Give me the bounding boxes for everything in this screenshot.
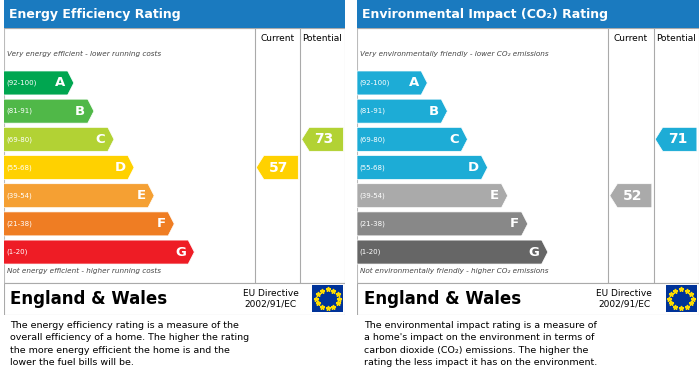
Text: Current: Current bbox=[614, 34, 648, 43]
Text: C: C bbox=[96, 133, 106, 146]
Text: (81-91): (81-91) bbox=[6, 108, 32, 115]
Text: G: G bbox=[528, 246, 539, 258]
Polygon shape bbox=[4, 156, 134, 179]
Text: (39-54): (39-54) bbox=[360, 192, 386, 199]
Text: (21-38): (21-38) bbox=[360, 221, 386, 227]
Polygon shape bbox=[357, 240, 548, 264]
Text: Potential: Potential bbox=[656, 34, 696, 43]
Text: (81-91): (81-91) bbox=[360, 108, 386, 115]
Text: 57: 57 bbox=[269, 161, 288, 174]
Text: The energy efficiency rating is a measure of the
overall efficiency of a home. T: The energy efficiency rating is a measur… bbox=[10, 321, 249, 368]
Text: EU Directive
2002/91/EC: EU Directive 2002/91/EC bbox=[243, 289, 298, 308]
Text: A: A bbox=[409, 77, 419, 90]
Text: E: E bbox=[490, 189, 499, 202]
Text: Energy Efficiency Rating: Energy Efficiency Rating bbox=[8, 7, 180, 21]
Polygon shape bbox=[610, 184, 652, 208]
Text: E: E bbox=[136, 189, 146, 202]
Polygon shape bbox=[357, 156, 488, 179]
Text: (1-20): (1-20) bbox=[360, 249, 381, 255]
Text: C: C bbox=[449, 133, 459, 146]
Text: (92-100): (92-100) bbox=[360, 80, 390, 86]
Text: 71: 71 bbox=[668, 132, 687, 146]
Polygon shape bbox=[4, 127, 114, 151]
Polygon shape bbox=[357, 99, 447, 123]
Polygon shape bbox=[357, 184, 508, 208]
Polygon shape bbox=[4, 71, 74, 95]
Text: (55-68): (55-68) bbox=[360, 164, 386, 171]
Text: (21-38): (21-38) bbox=[6, 221, 32, 227]
Text: (1-20): (1-20) bbox=[6, 249, 27, 255]
Text: Very environmentally friendly - lower CO₂ emissions: Very environmentally friendly - lower CO… bbox=[360, 51, 549, 57]
Text: Not energy efficient - higher running costs: Not energy efficient - higher running co… bbox=[7, 267, 161, 274]
Polygon shape bbox=[302, 127, 344, 151]
Text: 52: 52 bbox=[622, 189, 642, 203]
Polygon shape bbox=[4, 99, 94, 123]
Text: D: D bbox=[114, 161, 125, 174]
Text: F: F bbox=[157, 217, 166, 230]
Text: (69-80): (69-80) bbox=[6, 136, 32, 143]
Text: B: B bbox=[75, 105, 85, 118]
Text: England & Wales: England & Wales bbox=[364, 290, 521, 308]
Text: (92-100): (92-100) bbox=[6, 80, 36, 86]
Text: Very energy efficient - lower running costs: Very energy efficient - lower running co… bbox=[7, 51, 161, 57]
Text: The environmental impact rating is a measure of
a home's impact on the environme: The environmental impact rating is a mea… bbox=[364, 321, 597, 368]
Text: 73: 73 bbox=[314, 132, 334, 146]
Text: D: D bbox=[468, 161, 479, 174]
Text: EU Directive
2002/91/EC: EU Directive 2002/91/EC bbox=[596, 289, 652, 308]
Text: Potential: Potential bbox=[302, 34, 342, 43]
Text: Not environmentally friendly - higher CO₂ emissions: Not environmentally friendly - higher CO… bbox=[360, 267, 549, 274]
Polygon shape bbox=[655, 127, 697, 151]
Polygon shape bbox=[4, 240, 195, 264]
Text: A: A bbox=[55, 77, 65, 90]
Text: (55-68): (55-68) bbox=[6, 164, 32, 171]
Text: Current: Current bbox=[260, 34, 295, 43]
Polygon shape bbox=[357, 127, 468, 151]
Text: England & Wales: England & Wales bbox=[10, 290, 167, 308]
Polygon shape bbox=[4, 212, 174, 236]
Polygon shape bbox=[4, 184, 154, 208]
Polygon shape bbox=[357, 212, 528, 236]
Text: (69-80): (69-80) bbox=[360, 136, 386, 143]
Polygon shape bbox=[357, 71, 427, 95]
Polygon shape bbox=[256, 156, 298, 179]
Text: B: B bbox=[428, 105, 439, 118]
Text: (39-54): (39-54) bbox=[6, 192, 32, 199]
Text: F: F bbox=[510, 217, 519, 230]
Text: G: G bbox=[175, 246, 186, 258]
Text: Environmental Impact (CO₂) Rating: Environmental Impact (CO₂) Rating bbox=[362, 7, 608, 21]
